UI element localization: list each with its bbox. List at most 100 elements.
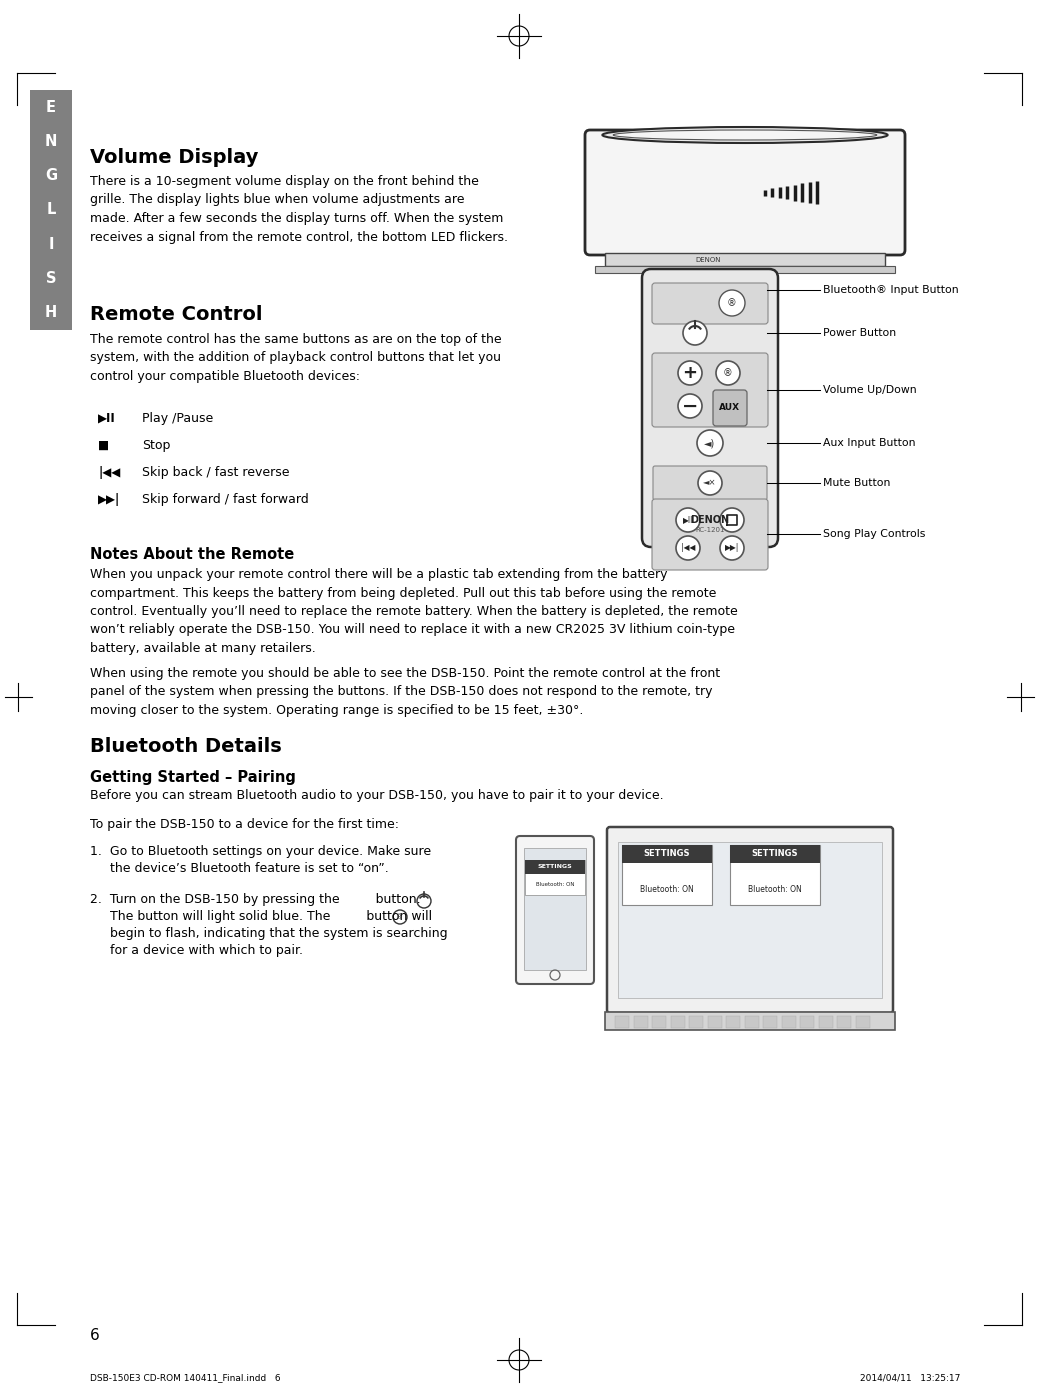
Text: Mute Button: Mute Button (823, 478, 890, 488)
Text: SETTINGS: SETTINGS (644, 849, 690, 859)
Bar (837, 1016, 851, 1027)
Bar (730, 845, 820, 863)
FancyBboxPatch shape (713, 390, 747, 427)
Text: I: I (48, 237, 54, 252)
Circle shape (676, 537, 700, 560)
Text: Skip back / fast reverse: Skip back / fast reverse (142, 466, 290, 480)
Circle shape (716, 361, 740, 385)
Text: The button will light solid blue. The         button will: The button will light solid blue. The bu… (90, 910, 432, 923)
Text: +: + (683, 364, 697, 382)
Bar (652, 1016, 666, 1027)
Bar (730, 845, 820, 905)
Bar (615, 1016, 629, 1027)
Text: SETTINGS: SETTINGS (752, 849, 798, 859)
Circle shape (678, 361, 702, 385)
Text: L: L (47, 202, 56, 217)
FancyBboxPatch shape (652, 283, 768, 323)
Text: begin to flash, indicating that the system is searching: begin to flash, indicating that the syst… (90, 927, 448, 940)
Text: G: G (45, 169, 57, 183)
Text: ▶▶|: ▶▶| (98, 493, 121, 506)
Text: Volume Display: Volume Display (90, 148, 259, 167)
Text: Bluetooth: ON: Bluetooth: ON (748, 885, 802, 895)
Bar (595, 266, 895, 273)
Text: ▶II: ▶II (98, 413, 115, 425)
Bar (708, 1016, 721, 1027)
Text: 2014/04/11   13:25:17: 2014/04/11 13:25:17 (859, 1373, 960, 1383)
Text: DENON: DENON (695, 256, 721, 263)
FancyBboxPatch shape (642, 269, 778, 546)
FancyBboxPatch shape (652, 499, 768, 570)
Text: RC-1201: RC-1201 (695, 527, 725, 533)
Text: 6: 6 (90, 1327, 100, 1342)
FancyBboxPatch shape (652, 466, 767, 500)
Text: Stop: Stop (142, 439, 170, 452)
Text: Bluetooth Details: Bluetooth Details (90, 737, 282, 756)
Bar (622, 845, 712, 863)
Text: Play /Pause: Play /Pause (142, 413, 213, 425)
Text: Aux Input Button: Aux Input Button (823, 438, 915, 447)
Text: DSB-150E3 CD-ROM 140411_Final.indd   6: DSB-150E3 CD-ROM 140411_Final.indd 6 (90, 1373, 281, 1383)
Circle shape (697, 429, 723, 456)
Text: ▶II: ▶II (683, 516, 693, 524)
Bar (524, 848, 586, 970)
Bar (800, 1016, 814, 1027)
Ellipse shape (613, 130, 877, 139)
Text: the device’s Bluetooth feature is set to “on”.: the device’s Bluetooth feature is set to… (90, 861, 389, 875)
Bar (525, 860, 585, 874)
Text: Bluetooth: ON: Bluetooth: ON (640, 885, 694, 895)
FancyBboxPatch shape (607, 827, 893, 1013)
Text: S: S (46, 270, 56, 286)
Text: Getting Started – Pairing: Getting Started – Pairing (90, 769, 296, 785)
Text: When using the remote you should be able to see the DSB-150. Point the remote co: When using the remote you should be able… (90, 666, 720, 717)
Text: ®: ® (397, 914, 403, 920)
Text: ®: ® (723, 368, 732, 378)
Bar (605, 252, 885, 266)
Circle shape (719, 290, 745, 316)
Text: Before you can stream Bluetooth audio to your DSB-150, you have to pair it to yo: Before you can stream Bluetooth audio to… (90, 789, 664, 802)
Text: H: H (45, 305, 57, 321)
Text: DENON: DENON (691, 514, 729, 526)
Circle shape (720, 507, 744, 533)
Text: ◄): ◄) (704, 438, 716, 447)
Bar (525, 860, 585, 895)
Text: Bluetooth® Input Button: Bluetooth® Input Button (823, 284, 959, 296)
Circle shape (720, 537, 744, 560)
Circle shape (676, 507, 700, 533)
Bar (634, 1016, 647, 1027)
Text: ®: ® (727, 298, 737, 308)
Text: Power Button: Power Button (823, 328, 896, 337)
Text: SETTINGS: SETTINGS (537, 864, 572, 870)
FancyBboxPatch shape (516, 836, 594, 984)
Bar (670, 1016, 685, 1027)
Bar (855, 1016, 870, 1027)
Text: ◄×: ◄× (703, 478, 717, 488)
Text: Song Play Controls: Song Play Controls (823, 528, 926, 539)
Bar (622, 845, 712, 905)
Text: 2.  Turn on the DSB-150 by pressing the         button.: 2. Turn on the DSB-150 by pressing the b… (90, 894, 421, 906)
Bar (618, 842, 882, 998)
Circle shape (683, 321, 707, 344)
Bar (689, 1016, 703, 1027)
Circle shape (678, 395, 702, 418)
Text: Skip forward / fast forward: Skip forward / fast forward (142, 493, 309, 506)
Bar (819, 1016, 832, 1027)
Text: Volume Up/Down: Volume Up/Down (823, 385, 916, 395)
Text: Notes About the Remote: Notes About the Remote (90, 546, 294, 562)
Circle shape (698, 471, 722, 495)
Bar (30, 91, 72, 330)
Text: ▶▶|: ▶▶| (725, 544, 739, 552)
FancyBboxPatch shape (585, 130, 905, 255)
Text: When you unpack your remote control there will be a plastic tab extending from t: When you unpack your remote control ther… (90, 567, 738, 655)
Bar (763, 1016, 777, 1027)
Text: AUX: AUX (719, 403, 741, 413)
Text: |◀◀: |◀◀ (98, 466, 121, 480)
Text: for a device with which to pair.: for a device with which to pair. (90, 944, 303, 958)
Text: To pair the DSB-150 to a device for the first time:: To pair the DSB-150 to a device for the … (90, 818, 399, 831)
Text: −: − (682, 396, 698, 415)
Bar (605, 1012, 895, 1030)
Text: There is a 10-segment volume display on the front behind the
grille. The display: There is a 10-segment volume display on … (90, 176, 508, 244)
Text: ■: ■ (98, 439, 109, 452)
Text: Bluetooth: ON: Bluetooth: ON (536, 882, 575, 888)
Text: |◀◀: |◀◀ (681, 544, 695, 552)
Bar (726, 1016, 740, 1027)
